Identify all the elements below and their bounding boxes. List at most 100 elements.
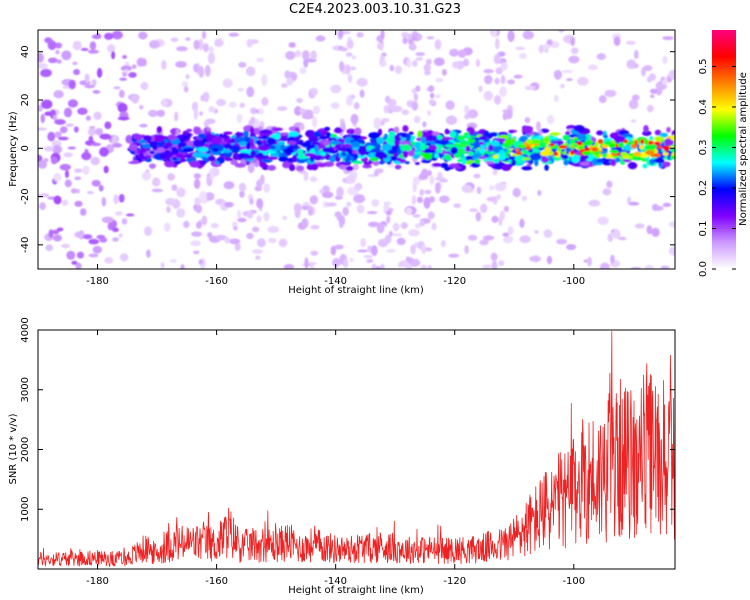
spectrogram-frame: [37, 29, 676, 270]
spectrogram-cell: [577, 76, 589, 86]
spectrogram-cell: [633, 151, 642, 157]
spectrogram-cell: [87, 49, 100, 54]
spectrogram-cell: [53, 90, 64, 99]
spectrogram-cell: [598, 95, 607, 104]
spectrogram-cell: [496, 194, 501, 200]
spectrogram-cell: [319, 128, 326, 132]
spectrogram-cell: [610, 254, 615, 264]
spectrogram-cell: [354, 182, 363, 191]
spectrogram-cell: [579, 161, 590, 166]
spectrogram-cell: [256, 179, 262, 188]
spectrogram-cell: [310, 250, 319, 256]
spectrogram-cell: [165, 151, 174, 158]
spectrogram-cell: [583, 141, 590, 146]
spectrogram-cell: [421, 243, 426, 255]
spectrogram-cell: [356, 77, 368, 87]
spectrogram-cell: [147, 109, 159, 118]
spectrogram-cell: [325, 202, 338, 207]
spectrogram-cell: [435, 182, 441, 194]
spectrogram-cell: [229, 238, 241, 245]
spectrogram-cell: [494, 77, 500, 85]
spectrogram-cell: [521, 195, 528, 202]
spectrogram-cell: [193, 126, 202, 135]
spectrogram-cell: [546, 114, 555, 125]
spectrogram-cell: [258, 126, 263, 130]
spectrogram-cell: [507, 226, 514, 235]
spectrogram-cell: [544, 164, 549, 171]
spectrogram-cell: [107, 44, 116, 53]
spectrogram-cell: [520, 149, 528, 155]
spectrogram-cell: [128, 143, 138, 152]
spectrogram-cell: [428, 144, 437, 152]
spectrogram-cell: [256, 215, 262, 223]
spectrogram-cell: [209, 168, 214, 181]
spectrogram-cell: [444, 154, 452, 161]
snr-x-tick-label: -120: [443, 576, 466, 587]
spectrogram-cell: [346, 128, 356, 135]
spectrogram-cell: [435, 94, 441, 99]
spectrogram-cell: [498, 153, 507, 161]
spectrogram-cell: [357, 249, 368, 253]
spectrogram-cell: [191, 231, 203, 237]
colorbar-tick-label: 0.3: [698, 140, 709, 156]
spectrogram-cell: [491, 260, 498, 269]
spectrogram-cell: [59, 126, 68, 134]
spectrogram-cell: [517, 144, 527, 148]
spectrogram-cell: [362, 164, 372, 169]
spectrogram-cell: [339, 60, 345, 72]
spectrogram-cell: [494, 182, 507, 192]
spectrogram-cell: [236, 113, 243, 123]
spectrogram-cell: [607, 233, 614, 242]
spectrogram-cell: [494, 38, 500, 50]
spectrogram-cell: [312, 154, 324, 160]
spectrogram-cell: [146, 249, 151, 258]
spectrogram-cell: [394, 140, 400, 146]
spectrogram-cell: [387, 149, 396, 155]
spectrogram-cell: [197, 133, 206, 139]
spectrogram-cell: [112, 143, 123, 148]
spectrogram-cell: [249, 107, 258, 115]
spectrogram-cell: [370, 157, 379, 162]
spectrogram-cell: [499, 86, 507, 97]
spectrogram-cell: [436, 135, 443, 141]
spectrogram-cell: [193, 108, 199, 120]
spectrogram-cell: [50, 156, 58, 165]
spectrogram-cell: [568, 55, 580, 64]
spectrogram-cell: [507, 79, 516, 85]
spectrogram-cell: [475, 58, 480, 67]
spectrogram-cell: [473, 173, 481, 179]
spectrogram-cell: [565, 131, 571, 136]
spectrogram-cell: [669, 155, 675, 160]
spectrogram-cell: [587, 256, 592, 267]
spectrogram-cell: [371, 245, 378, 257]
spectrogram-cell: [435, 77, 444, 83]
spectrogram-cell: [79, 208, 87, 216]
spectrogram-cell: [370, 148, 380, 153]
spectrogram-cell: [483, 90, 494, 101]
spectrogram-cell: [232, 152, 240, 161]
spectrogram-cell: [294, 208, 301, 219]
spectrogram-cell: [267, 137, 277, 145]
spectrogram-cell: [303, 57, 309, 68]
spectrogram-cell: [649, 158, 655, 165]
spectrogram-cell: [504, 138, 515, 145]
spectrogram-cell: [112, 227, 119, 233]
spectrogram-cell: [92, 245, 103, 254]
spectrogram-cell: [198, 65, 205, 78]
spectrogram-cell: [541, 157, 549, 163]
spectrogram-cell: [68, 79, 76, 90]
spectrogram-cell: [209, 46, 214, 53]
spectrogram-cell: [263, 183, 271, 194]
spectrogram-cell: [480, 203, 488, 214]
spectrogram-x-ticks: -180 -160 -140 -120 -100: [86, 30, 585, 287]
spectrogram-cell: [38, 127, 48, 131]
spectrogram-cell: [329, 155, 336, 164]
spectrogram-cell: [353, 102, 360, 110]
spectrogram-cell: [451, 61, 461, 69]
spectrogram-cell: [170, 37, 179, 42]
spectrogram-cell: [306, 146, 311, 152]
spectrogram-cell: [345, 175, 356, 185]
spectrogram-cell: [271, 127, 284, 132]
spectrogram-x-tick-label: -100: [562, 276, 585, 287]
spectrogram-y-tick-label: -40: [20, 237, 31, 253]
